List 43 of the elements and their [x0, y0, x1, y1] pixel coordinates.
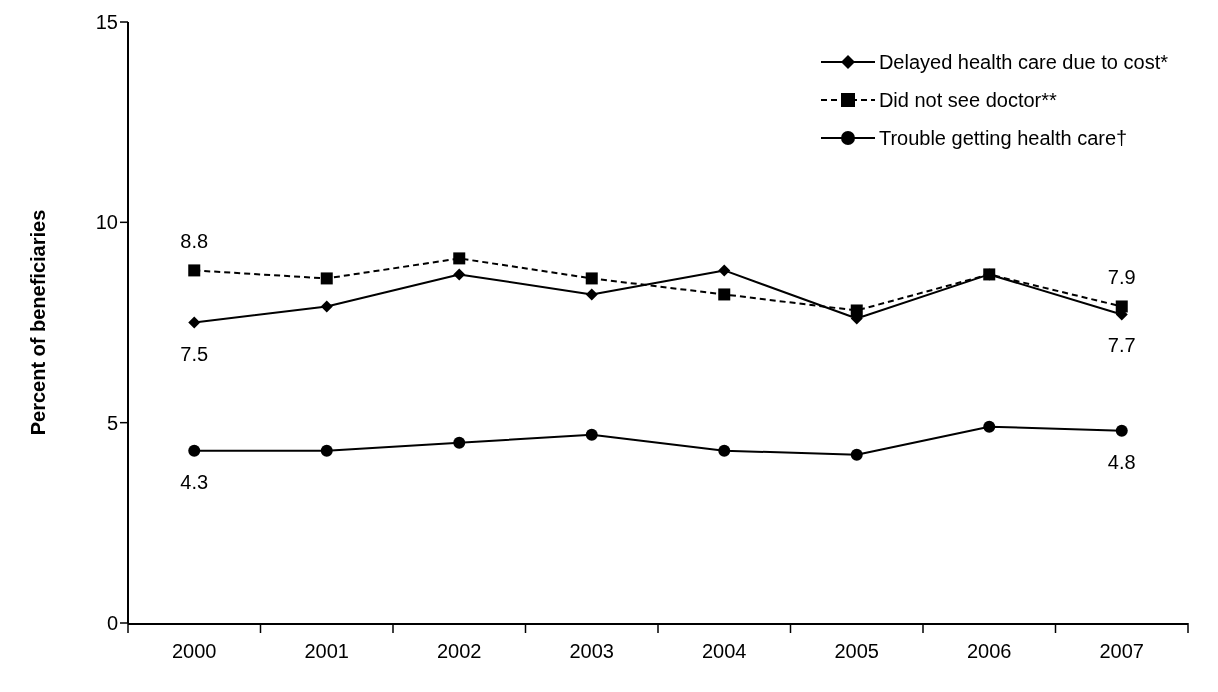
- point: [585, 272, 598, 285]
- x-tick-label: 2006: [967, 640, 1012, 663]
- point: [850, 304, 863, 317]
- point: [983, 420, 996, 433]
- data-label: 4.8: [1107, 450, 1136, 473]
- point: [585, 288, 598, 301]
- y-tick-label: 5: [106, 411, 118, 434]
- point: [453, 268, 466, 281]
- x-tick-label: 2001: [304, 640, 349, 663]
- legend-label: Did not see doctor**: [878, 88, 1057, 112]
- y-tick-label: 10: [95, 211, 118, 234]
- point: [983, 268, 996, 281]
- data-label: 7.9: [1107, 266, 1136, 289]
- point: [1115, 300, 1128, 313]
- point: [188, 264, 201, 277]
- data-label: 7.7: [1107, 334, 1136, 357]
- point: [1115, 424, 1128, 437]
- x-tick-label: 2005: [834, 640, 879, 663]
- point: [850, 448, 863, 461]
- point: [718, 264, 731, 277]
- point: [188, 444, 201, 457]
- y-tick-label: 15: [95, 11, 118, 34]
- point: [453, 436, 466, 449]
- x-tick-label: 2002: [437, 640, 482, 663]
- point: [585, 428, 598, 441]
- y-tick-label: 0: [106, 612, 118, 635]
- x-tick-label: 2007: [1099, 640, 1144, 663]
- x-tick-label: 2004: [702, 640, 747, 663]
- point: [320, 300, 333, 313]
- point: [320, 444, 333, 457]
- point: [320, 272, 333, 285]
- x-tick-label: 2003: [569, 640, 614, 663]
- point: [718, 444, 731, 457]
- point: [188, 316, 201, 329]
- data-label: 4.3: [180, 470, 209, 493]
- y-axis-title: Percent of beneficiaries: [27, 209, 50, 436]
- x-tick-label: 2000: [172, 640, 217, 663]
- legend-label: Trouble getting health care†: [878, 126, 1128, 150]
- data-label: 7.5: [180, 342, 209, 365]
- data-label: 8.8: [180, 230, 209, 253]
- point: [453, 252, 466, 265]
- legend-label: Delayed health care due to cost*: [878, 50, 1168, 74]
- point: [718, 288, 731, 301]
